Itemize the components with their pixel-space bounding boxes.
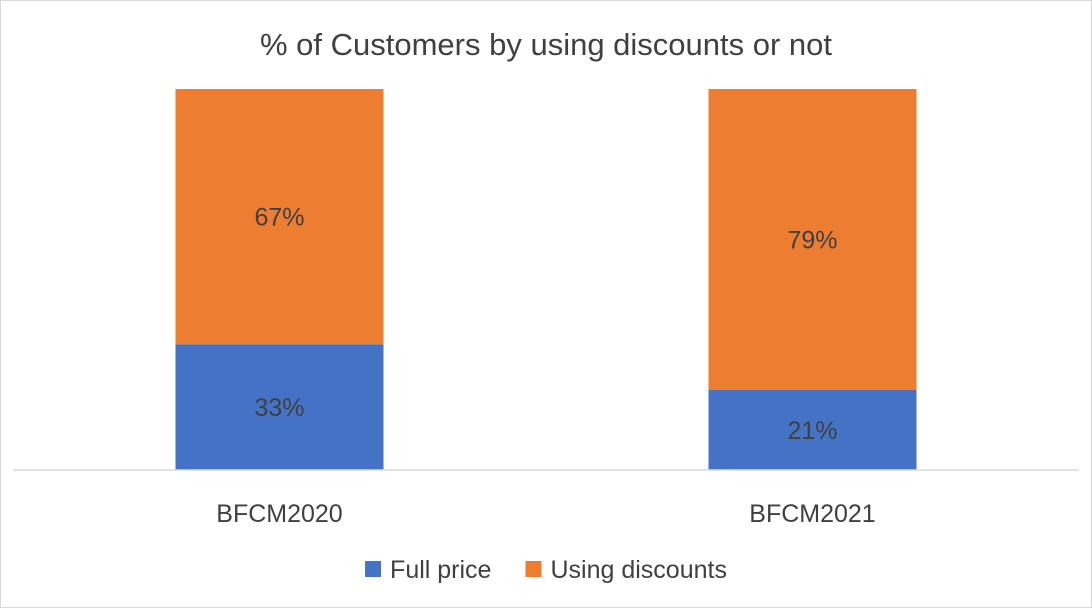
legend: Full price Using discounts (365, 556, 727, 584)
plot-area: 33% 67% 21% 79% (175, 89, 917, 470)
data-label: 21% (787, 417, 837, 445)
bar-bfcm2021-using-discounts (708, 89, 917, 390)
category-label: BFCM2021 (749, 500, 875, 528)
category-labels: BFCM2020 BFCM2021 (216, 500, 875, 528)
bar-bfcm2020-full-price (175, 344, 384, 470)
data-label: 79% (787, 226, 837, 254)
category-label: BFCM2020 (216, 500, 342, 528)
chart-title: % of Customers by using discounts or not (260, 27, 832, 62)
bar-bfcm2021-full-price (708, 389, 917, 470)
data-label: 33% (254, 394, 304, 422)
legend-swatch (525, 561, 542, 577)
bar-bfcm2020-using-discounts (175, 89, 384, 345)
legend-label: Full price (390, 556, 491, 584)
legend-swatch (365, 561, 382, 577)
legend-label: Using discounts (550, 556, 726, 584)
data-label: 67% (254, 204, 304, 232)
